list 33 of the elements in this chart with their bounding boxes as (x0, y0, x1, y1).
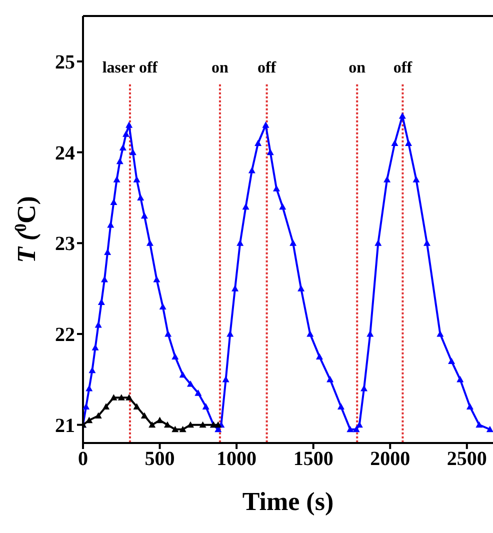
ref-line-label: off (257, 59, 277, 76)
x-axis-title: Time (s) (242, 487, 334, 516)
point (186, 421, 194, 428)
point (148, 421, 156, 428)
point (164, 421, 171, 428)
point (110, 394, 118, 400)
ref-line-label: on (348, 59, 366, 76)
point (94, 412, 102, 419)
point (214, 421, 222, 428)
x-tick-label: 2500 (446, 448, 487, 470)
x-tick-label: 1000 (216, 448, 257, 470)
ref-line-label: laser off (102, 59, 158, 76)
ref-line-label: on (212, 59, 229, 76)
point (86, 416, 93, 424)
x-tick-label: 500 (144, 448, 175, 470)
y-tick-label: 25 (55, 52, 75, 74)
y-tick-label: 22 (55, 324, 75, 346)
point (172, 426, 179, 432)
point (199, 421, 206, 428)
y-tick-label: 23 (55, 233, 75, 256)
point (102, 403, 110, 410)
point (133, 403, 140, 410)
point (126, 394, 133, 400)
x-tick-label: 0 (78, 448, 88, 470)
point (156, 416, 164, 424)
x-tick-label: 1500 (293, 448, 334, 470)
y-tick-label: 21 (55, 414, 75, 437)
point (140, 412, 148, 419)
y-tick-label: 24 (55, 142, 75, 164)
point (179, 426, 186, 432)
ref-line-label: off (393, 59, 413, 76)
x-tick-label: 2000 (370, 448, 410, 470)
point (118, 394, 125, 400)
